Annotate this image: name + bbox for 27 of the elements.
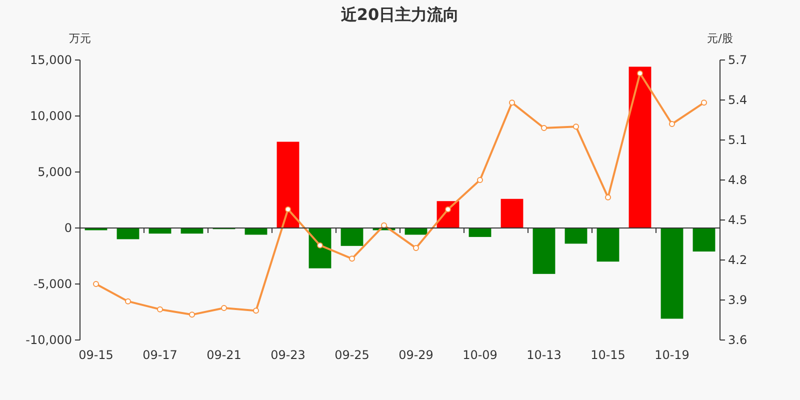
y-tick-label: -5,000 <box>33 277 72 291</box>
x-tick-label: 10-13 <box>526 348 562 362</box>
y-tick-label: -10,000 <box>26 333 72 347</box>
x-tick-label: 10-15 <box>590 348 626 362</box>
y2-tick-label: 4.5 <box>728 213 748 227</box>
x-tick-label: 09-29 <box>398 348 434 362</box>
x-tick-label: 10-19 <box>654 348 690 362</box>
chart-title: 近20日主力流向 <box>340 5 460 24</box>
y2-tick-label: 3.6 <box>728 333 748 347</box>
y2-tick-label: 5.1 <box>728 133 748 147</box>
y2-tick-label: 5.4 <box>728 93 748 107</box>
x-tick-label: 09-21 <box>206 348 242 362</box>
x-tick-label: 09-25 <box>334 348 370 362</box>
y-tick-label: 15,000 <box>30 53 72 67</box>
x-tick-label: 10-09 <box>462 348 498 362</box>
y-axis-title: 万元 <box>69 32 91 45</box>
y2-tick-label: 4.8 <box>728 173 748 187</box>
y2-tick-label: 5.7 <box>728 53 748 67</box>
y2-tick-label: 4.2 <box>728 253 748 267</box>
y-tick-label: 0 <box>64 221 72 235</box>
x-tick-label: 09-17 <box>142 348 178 362</box>
y2-tick-label: 3.9 <box>728 293 748 307</box>
x-tick-label: 09-15 <box>78 348 114 362</box>
x-tick-label: 09-23 <box>270 348 306 362</box>
y2-axis-title: 元/股 <box>707 32 733 45</box>
y-tick-label: 10,000 <box>30 109 72 123</box>
y-tick-label: 5,000 <box>38 165 72 179</box>
